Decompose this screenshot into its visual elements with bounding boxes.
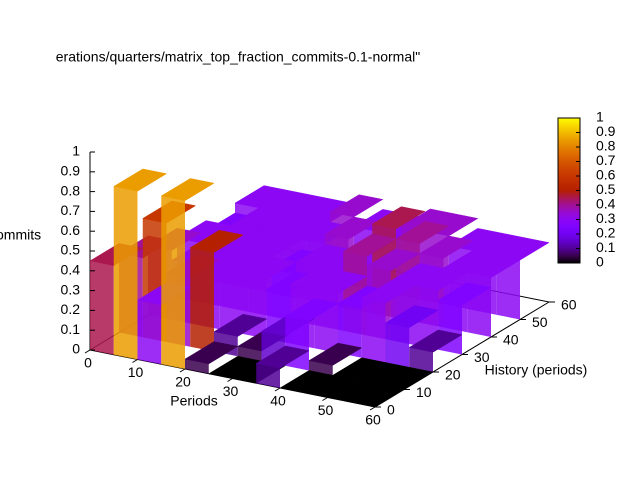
surface-cell [413,267,468,291]
y-tick-label: 20 [445,367,461,383]
surface-cell [366,248,421,272]
colorbar-tick-label: 0.4 [596,196,616,212]
x-tick-label: 40 [270,393,286,409]
z-tick-label: 0.4 [61,262,81,278]
colorbar-tick-label: 0.6 [596,167,616,183]
x-tick-label: 10 [128,364,144,380]
surface-cell [466,255,521,278]
surface-wall [190,247,214,352]
z-tick-label: 0.7 [61,202,81,218]
z-tick-label: 1 [72,143,80,159]
surface-wall [161,195,185,369]
z-tick-label: 0 [72,341,80,357]
surface-cell [342,233,397,257]
z-tick-label: 0.8 [61,182,81,198]
z-tick-label: 0.5 [61,242,81,258]
z-tick-label: 0.6 [61,222,81,238]
surface-cell [371,206,426,230]
x-tick [179,368,186,373]
colorbar-tick-label: 0.1 [596,239,616,255]
surface-cell [361,280,416,304]
surface-wall [90,260,114,355]
surface-cell [113,168,168,192]
surface-wall [314,288,338,353]
x-axis-label: Periods [170,393,217,409]
y-axis-label: History (periods) [485,362,588,378]
surface-cell [384,305,439,328]
x-tick [274,387,281,392]
surface-cell [395,221,450,244]
surface-wall [256,363,280,388]
surface-wall [361,298,386,363]
y-tick-label: 60 [561,297,577,313]
colorbar-tick-label: 0.5 [596,181,616,197]
x-tick [84,349,91,354]
y-tick-label: 30 [474,349,490,365]
surface-wall [385,322,410,368]
x-tick [227,378,233,382]
z-tick-label: 0.9 [61,163,81,179]
surface-cell [308,342,363,366]
y-tick-label: 10 [416,384,432,400]
surface-cell [242,256,297,280]
z-tick-label: 0.2 [61,301,81,317]
colorbar-tick-label: 0.8 [596,138,616,154]
y-tick-label: 40 [503,332,519,348]
y-tick-label: 0 [387,402,395,418]
chart-title: erations/quarters/matrix_top_fraction_co… [56,49,420,65]
surface-cell [408,329,463,353]
surface-cell [313,271,368,294]
x-tick [322,397,328,401]
x-tick-label: 0 [84,355,92,371]
colorbar-tick-label: 0.3 [596,210,616,226]
y-tick-label: 50 [532,314,548,330]
x-tick-label: 50 [318,402,334,418]
x-tick [369,406,376,411]
colorbar-tick-label: 1 [596,109,604,125]
x-tick-label: 30 [223,383,239,399]
surface-wall [409,347,433,372]
surface-cell [419,235,474,259]
z-tick-label: 0.3 [61,281,81,297]
surface-cell [284,298,339,322]
x-tick-label: 60 [365,412,381,428]
z-axis-label: ommits [0,227,41,243]
colorbar-tick-label: 0.2 [596,225,616,241]
x-tick [132,359,138,363]
surface-wall [113,186,138,360]
surface-cell [213,313,268,337]
surface-wall [137,300,162,365]
z-tick-label: 0.1 [61,321,81,337]
surface-wall [496,255,520,320]
colorbar-tick-label: 0.7 [596,152,616,168]
surface-cell [329,194,384,218]
surface-cell [160,178,215,201]
surface-cell [189,229,244,253]
colorbar-tick-label: 0 [596,254,604,270]
surface-cell [184,341,239,365]
surface-cell [255,345,310,369]
surface-wall [467,272,491,337]
x-tick-label: 20 [175,374,191,390]
surface-cell [437,282,492,306]
colorbar-tick-label: 0.9 [596,123,616,139]
